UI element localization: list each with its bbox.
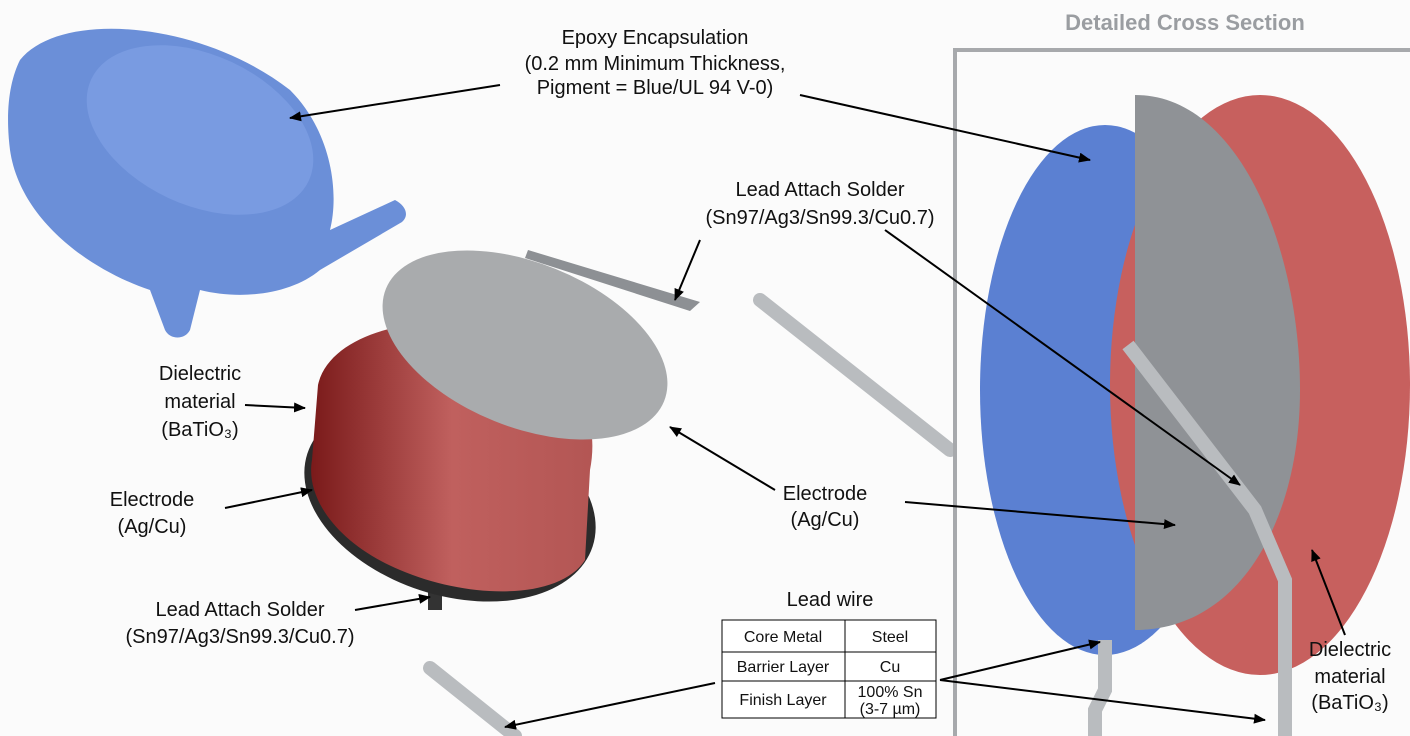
label: material xyxy=(164,391,235,413)
epoxy-body xyxy=(8,11,406,337)
lead-wire xyxy=(430,668,515,736)
table-cell: (3-7 µm) xyxy=(860,701,921,718)
table-cell: Barrier Layer xyxy=(737,659,830,676)
label: Dielectric xyxy=(159,363,241,385)
table: Core Metal Steel Barrier Layer Cu Finish… xyxy=(722,620,936,718)
label: (Sn97/Ag3/Sn99.3/Cu0.7) xyxy=(705,207,934,229)
label: Electrode xyxy=(110,489,195,511)
label: (BaTiO₃) xyxy=(161,419,238,441)
cross-lead xyxy=(1095,640,1105,736)
table-cell: Steel xyxy=(872,629,908,646)
label: (Sn97/Ag3/Sn99.3/Cu0.7) xyxy=(125,626,354,648)
label: material xyxy=(1314,666,1385,688)
label: Epoxy Encapsulation xyxy=(562,27,749,49)
label: Dielectric xyxy=(1309,639,1391,661)
table-title: Lead wire xyxy=(787,589,874,611)
label: (Ag/Cu) xyxy=(118,516,187,538)
label: Lead Attach Solder xyxy=(735,179,904,201)
label: Lead Attach Solder xyxy=(155,599,324,621)
label: Electrode xyxy=(783,483,868,505)
label: Pigment = Blue/UL 94 V-0) xyxy=(537,77,774,99)
panel-title: Detailed Cross Section xyxy=(1065,10,1305,35)
table-cell: 100% Sn xyxy=(858,684,923,701)
label: (BaTiO₃) xyxy=(1311,692,1388,714)
table-cell: Finish Layer xyxy=(739,692,827,709)
diagram: Detailed Cross Section Epoxy Encapsulati… xyxy=(0,0,1410,736)
label: (Ag/Cu) xyxy=(791,509,860,531)
table-cell: Core Metal xyxy=(744,629,822,646)
table-cell: Cu xyxy=(880,659,900,676)
label: (0.2 mm Minimum Thickness, xyxy=(525,53,786,75)
lead-wire xyxy=(760,300,950,450)
